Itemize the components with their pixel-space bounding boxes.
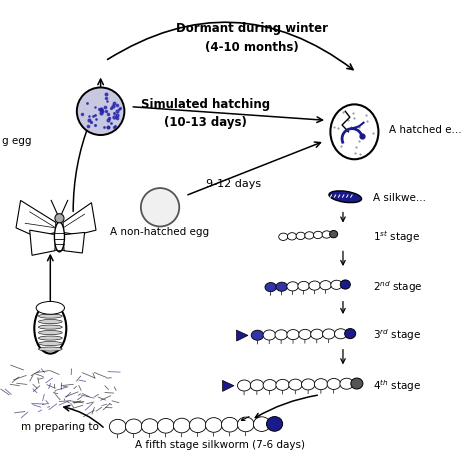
Ellipse shape <box>221 418 238 432</box>
Text: 3$^{rd}$ stage: 3$^{rd}$ stage <box>373 328 421 343</box>
Ellipse shape <box>251 330 264 340</box>
Ellipse shape <box>173 418 190 433</box>
Ellipse shape <box>279 233 288 240</box>
Circle shape <box>141 188 179 227</box>
Ellipse shape <box>320 281 331 290</box>
Ellipse shape <box>335 329 347 339</box>
Text: (10-13 days): (10-13 days) <box>164 116 247 129</box>
Ellipse shape <box>298 282 310 291</box>
Ellipse shape <box>309 281 320 290</box>
Ellipse shape <box>299 329 311 339</box>
Ellipse shape <box>275 330 288 340</box>
Ellipse shape <box>331 280 342 290</box>
Ellipse shape <box>237 380 251 391</box>
Text: A hatched e...: A hatched e... <box>389 125 461 135</box>
Text: 1$^{st}$ stage: 1$^{st}$ stage <box>373 229 420 245</box>
Text: A silkwe...: A silkwe... <box>373 193 426 203</box>
Ellipse shape <box>313 231 323 238</box>
Ellipse shape <box>289 379 302 390</box>
Text: (4-10 months): (4-10 months) <box>205 41 299 54</box>
Ellipse shape <box>190 418 206 433</box>
Ellipse shape <box>327 378 340 390</box>
Polygon shape <box>222 381 234 392</box>
Ellipse shape <box>276 282 287 292</box>
Ellipse shape <box>329 230 337 238</box>
Ellipse shape <box>263 330 275 340</box>
Ellipse shape <box>287 329 300 340</box>
Circle shape <box>77 88 124 135</box>
Ellipse shape <box>340 378 353 389</box>
Text: Dormant during winter: Dormant during winter <box>175 22 328 36</box>
Polygon shape <box>30 230 56 255</box>
Polygon shape <box>237 330 248 341</box>
Ellipse shape <box>287 282 299 291</box>
Ellipse shape <box>263 380 276 391</box>
Ellipse shape <box>38 319 62 324</box>
Ellipse shape <box>55 222 64 252</box>
Ellipse shape <box>38 341 62 346</box>
Ellipse shape <box>125 419 142 434</box>
Ellipse shape <box>276 379 289 390</box>
Text: A non-hatched egg: A non-hatched egg <box>110 228 210 237</box>
Ellipse shape <box>38 336 62 340</box>
Ellipse shape <box>254 417 270 431</box>
Ellipse shape <box>141 419 158 433</box>
Ellipse shape <box>351 378 363 389</box>
Ellipse shape <box>109 419 126 434</box>
Polygon shape <box>63 232 84 253</box>
Text: 2$^{nd}$ stage: 2$^{nd}$ stage <box>373 279 422 295</box>
Text: Simulated hatching: Simulated hatching <box>141 98 270 111</box>
Ellipse shape <box>305 232 314 239</box>
Ellipse shape <box>314 379 328 390</box>
Ellipse shape <box>34 303 66 354</box>
Polygon shape <box>63 203 96 235</box>
Ellipse shape <box>340 280 350 289</box>
Text: A fifth stage silkworm (7-6 days): A fifth stage silkworm (7-6 days) <box>135 440 304 450</box>
Ellipse shape <box>287 233 297 240</box>
Ellipse shape <box>38 347 62 351</box>
Ellipse shape <box>38 325 62 329</box>
Text: g egg: g egg <box>2 136 32 146</box>
Ellipse shape <box>250 380 264 391</box>
Ellipse shape <box>36 301 64 314</box>
Ellipse shape <box>301 379 315 390</box>
Circle shape <box>55 214 64 223</box>
Ellipse shape <box>38 314 62 318</box>
Ellipse shape <box>38 330 62 335</box>
Ellipse shape <box>265 283 276 292</box>
Ellipse shape <box>329 191 362 203</box>
Ellipse shape <box>345 328 356 338</box>
Ellipse shape <box>296 232 305 239</box>
Ellipse shape <box>330 104 378 159</box>
Ellipse shape <box>322 231 331 238</box>
Text: 4$^{th}$ stage: 4$^{th}$ stage <box>373 378 421 393</box>
Ellipse shape <box>322 329 335 339</box>
Text: m preparing to: m preparing to <box>20 422 99 432</box>
Ellipse shape <box>205 418 222 432</box>
Text: 9-12 days: 9-12 days <box>206 180 261 190</box>
Ellipse shape <box>157 419 174 433</box>
Polygon shape <box>16 201 56 237</box>
Ellipse shape <box>237 417 254 432</box>
Ellipse shape <box>266 417 283 431</box>
Ellipse shape <box>310 329 323 339</box>
